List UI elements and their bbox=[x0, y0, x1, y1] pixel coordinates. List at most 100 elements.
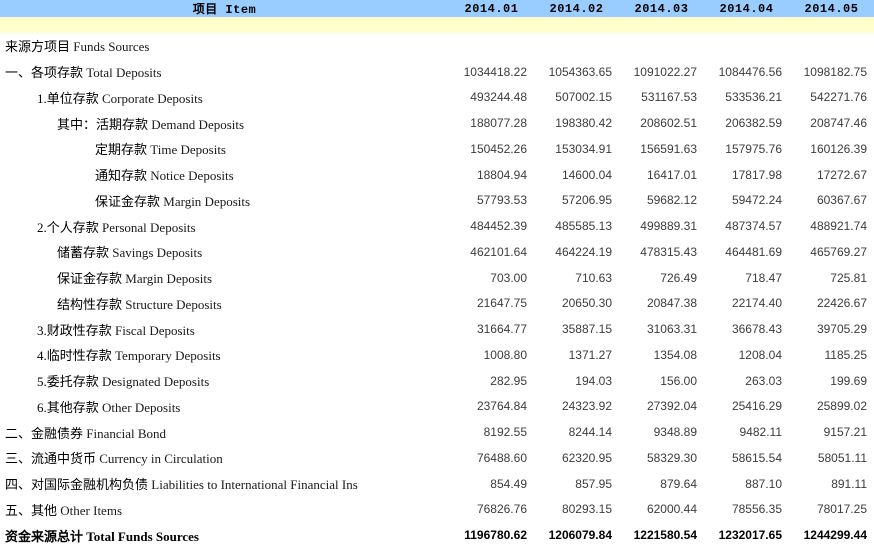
value-cell: 157975.76 bbox=[725, 141, 782, 156]
table-body: 来源方项目 Funds Sources 一、各项存款 Total Deposits… bbox=[0, 33, 874, 548]
date-column-header: 2014.02 bbox=[549, 1, 604, 16]
row-label-zh: 保证金存款 bbox=[95, 193, 161, 209]
row-label-en: Margin Deposits bbox=[160, 193, 251, 209]
row-label-en: Total Deposits bbox=[83, 65, 162, 81]
value-cell: 27392.04 bbox=[646, 399, 697, 414]
table-row: 通知存款 Notice Deposits 18804.94 14600.04 1641… bbox=[0, 162, 874, 188]
row-label-zh: 通知存款 bbox=[95, 168, 148, 184]
row-label: 2.个人存款 Personal Deposits bbox=[0, 217, 449, 236]
table-row: 二、金融债券 Financial Bond 8192.55 8244.14 9348.… bbox=[0, 419, 874, 445]
value-cell: 76826.76 bbox=[476, 502, 527, 517]
value-cell: 464224.19 bbox=[555, 244, 612, 259]
row-label: 通知存款 Notice Deposits bbox=[0, 165, 449, 184]
row-label-zh: 6.其他存款 bbox=[37, 399, 99, 415]
value-cell: 464481.69 bbox=[725, 244, 782, 259]
row-label-zh: 储蓄存款 bbox=[57, 245, 110, 261]
date-column-header: 2014.04 bbox=[719, 1, 774, 16]
row-label: 来源方项目 Funds Sources bbox=[0, 36, 449, 55]
row-label: 五、其他 Other Items bbox=[0, 500, 449, 519]
table-row: 4.临时性存款 Temporary Deposits 1008.80 1371.27… bbox=[0, 342, 874, 368]
value-cell: 62320.95 bbox=[561, 450, 612, 465]
table-row: 3.财政性存款 Fiscal Deposits 31664.77 35887.15 3… bbox=[0, 316, 874, 342]
row-label: 3.财政性存款 Fiscal Deposits bbox=[0, 320, 449, 339]
value-cell: 531167.53 bbox=[641, 90, 697, 105]
date-column-header: 2014.01 bbox=[464, 1, 519, 16]
spacer-row bbox=[0, 17, 874, 33]
row-label-en: Other Items bbox=[57, 502, 122, 518]
value-cell: 58615.54 bbox=[731, 450, 782, 465]
value-cell: 24323.92 bbox=[561, 399, 612, 414]
row-label: 其中：活期存款 Demand Deposits bbox=[0, 114, 449, 133]
value-cell: 9482.11 bbox=[739, 425, 783, 440]
table-row: 定期存款 Time Deposits 150452.26 153034.91 1565… bbox=[0, 136, 874, 162]
row-label-zh: 资金来源总计 bbox=[5, 528, 84, 544]
value-cell: 485585.13 bbox=[555, 219, 612, 234]
value-cell: 76488.60 bbox=[476, 450, 527, 465]
value-cell: 718.47 bbox=[745, 270, 782, 285]
value-cell: 725.81 bbox=[830, 270, 867, 285]
row-label-en: Total Funds Sources bbox=[83, 528, 199, 544]
value-cell: 542271.76 bbox=[810, 90, 867, 105]
value-cell: 160126.39 bbox=[810, 141, 867, 156]
row-label-en: Liabilities to International Financial I… bbox=[148, 477, 358, 493]
row-label: 5.委托存款 Designated Deposits bbox=[0, 371, 449, 390]
value-cell: 188077.28 bbox=[470, 116, 527, 131]
value-cell: 16417.01 bbox=[646, 167, 697, 182]
row-label: 定期存款 Time Deposits bbox=[0, 139, 449, 158]
row-label-zh: 一、各项存款 bbox=[5, 65, 84, 81]
value-cell: 150452.26 bbox=[470, 141, 527, 156]
row-label: 保证金存款 Margin Deposits bbox=[0, 191, 449, 210]
value-cell: 60367.67 bbox=[816, 193, 867, 208]
value-cell: 156591.63 bbox=[640, 141, 697, 156]
value-cell: 198380.42 bbox=[555, 116, 612, 131]
table-row: 结构性存款 Structure Deposits 21647.75 20650.30… bbox=[0, 291, 874, 317]
row-label: 一、各项存款 Total Deposits bbox=[0, 62, 449, 81]
table-row: 三、流通中货币 Currency in Circulation 76488.60 6… bbox=[0, 445, 874, 471]
value-cell: 1196780.62 bbox=[464, 528, 527, 543]
value-cell: 1206079.84 bbox=[548, 528, 612, 543]
row-label: 三、流通中货币 Currency in Circulation bbox=[0, 448, 449, 467]
value-cell: 17272.67 bbox=[816, 167, 867, 182]
row-label-zh: 五、其他 bbox=[5, 502, 58, 518]
row-label-zh: 来源方项目 bbox=[5, 39, 71, 55]
value-cell: 57206.95 bbox=[561, 193, 612, 208]
value-cell: 1091022.27 bbox=[633, 64, 697, 79]
value-cell: 62000.44 bbox=[646, 502, 697, 517]
value-cell: 1185.25 bbox=[824, 347, 868, 362]
value-cell: 263.03 bbox=[745, 373, 782, 388]
table-row: 资金来源总计 Total Funds Sources 1196780.62 1206… bbox=[0, 522, 874, 548]
row-label: 结构性存款 Structure Deposits bbox=[0, 294, 449, 313]
table-row: 保证金存款 Margin Deposits 703.00 710.63 726.49 7… bbox=[0, 265, 874, 291]
row-label-zh: 1.单位存款 bbox=[37, 90, 99, 106]
value-cell: 1098182.75 bbox=[803, 64, 867, 79]
row-label: 1.单位存款 Corporate Deposits bbox=[0, 88, 449, 107]
value-cell: 499889.31 bbox=[640, 219, 697, 234]
row-label-zh: 4.临时性存款 bbox=[37, 348, 112, 364]
row-label-en: Financial Bond bbox=[83, 425, 167, 441]
value-cell: 1208.04 bbox=[738, 347, 782, 362]
value-cell: 879.64 bbox=[660, 476, 697, 491]
value-cell: 59472.24 bbox=[731, 193, 782, 208]
value-cell: 78556.35 bbox=[731, 502, 782, 517]
row-label-zh: 保证金存款 bbox=[57, 271, 123, 287]
value-cell: 488921.74 bbox=[810, 219, 867, 234]
value-cell: 58329.30 bbox=[646, 450, 697, 465]
value-cell: 1371.27 bbox=[568, 347, 612, 362]
row-label-zh: 结构性存款 bbox=[57, 296, 123, 312]
date-column-header: 2014.03 bbox=[634, 1, 689, 16]
value-cell: 199.69 bbox=[830, 373, 867, 388]
value-cell: 462101.64 bbox=[470, 244, 527, 259]
value-cell: 1054363.65 bbox=[548, 64, 612, 79]
value-cell: 194.03 bbox=[575, 373, 612, 388]
value-cell: 25899.02 bbox=[816, 399, 867, 414]
row-label-en: Designated Deposits bbox=[98, 374, 210, 390]
table-row: 6.其他存款 Other Deposits 23764.84 24323.92 273… bbox=[0, 394, 874, 420]
date-column-header: 2014.05 bbox=[804, 1, 859, 16]
row-label: 储蓄存款 Savings Deposits bbox=[0, 242, 449, 261]
value-cell: 8244.14 bbox=[568, 425, 612, 440]
value-cell: 1354.08 bbox=[653, 347, 697, 362]
row-label-en: Demand Deposits bbox=[148, 116, 245, 132]
value-cell: 282.95 bbox=[490, 373, 527, 388]
row-label-en: Corporate Deposits bbox=[98, 90, 203, 106]
